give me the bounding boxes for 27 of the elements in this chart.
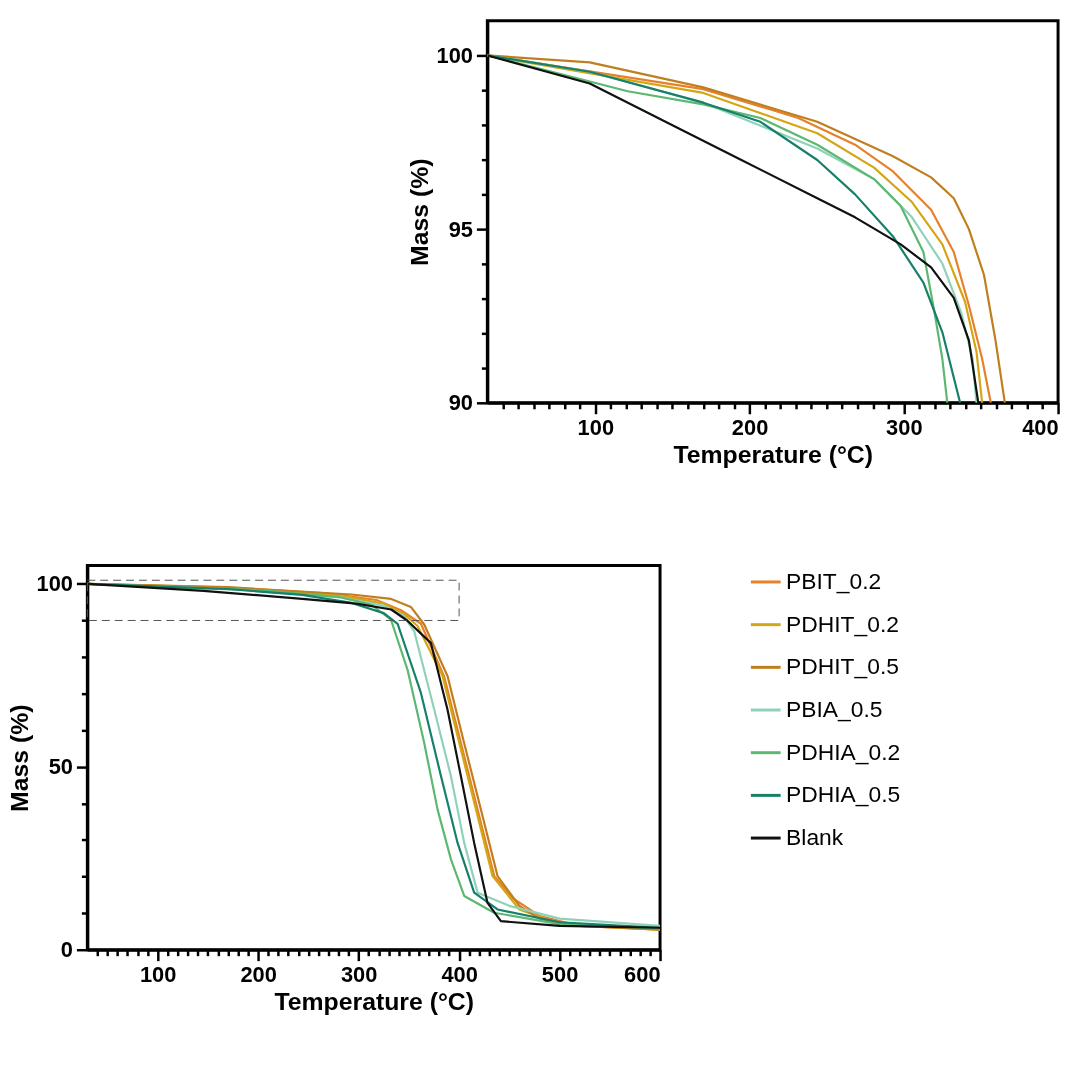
x-tick-label: 400 (441, 961, 478, 987)
y-tick-label: 100 (436, 42, 473, 68)
legend-label: PBIA_0.5 (786, 695, 883, 722)
x-tick-label: 200 (731, 415, 769, 441)
legend-label: PDHIT_0.2 (786, 610, 899, 637)
x-axis-title: Temperature (°C) (673, 440, 873, 468)
legend-label: PDHIA_0.2 (786, 738, 901, 765)
x-tick-label: 300 (886, 415, 923, 441)
y-tick-label: 100 (36, 571, 73, 597)
x-tick-label: 600 (624, 961, 661, 987)
y-tick-label: 50 (48, 754, 73, 780)
y-tick-label: 0 (60, 937, 73, 963)
x-tick-label: 100 (577, 415, 615, 441)
x-axis-title: Temperature (°C) (274, 987, 474, 1015)
legend-label: PDHIT_0.5 (786, 653, 899, 680)
y-tick-label: 90 (448, 390, 473, 416)
x-tick-label: 300 (340, 961, 378, 987)
y-axis-title: Mass (%) (405, 158, 433, 266)
x-tick-label: 400 (1022, 415, 1059, 441)
legend-label: Blank (786, 824, 844, 850)
legend-label: PBIT_0.2 (786, 567, 882, 594)
x-tick-label: 200 (240, 961, 277, 987)
y-tick-label: 95 (448, 216, 473, 242)
x-tick-label: 100 (139, 961, 177, 987)
legend-label: PDHIA_0.5 (786, 781, 901, 808)
y-axis-title: Mass (%) (5, 704, 33, 812)
x-tick-label: 500 (541, 961, 579, 987)
